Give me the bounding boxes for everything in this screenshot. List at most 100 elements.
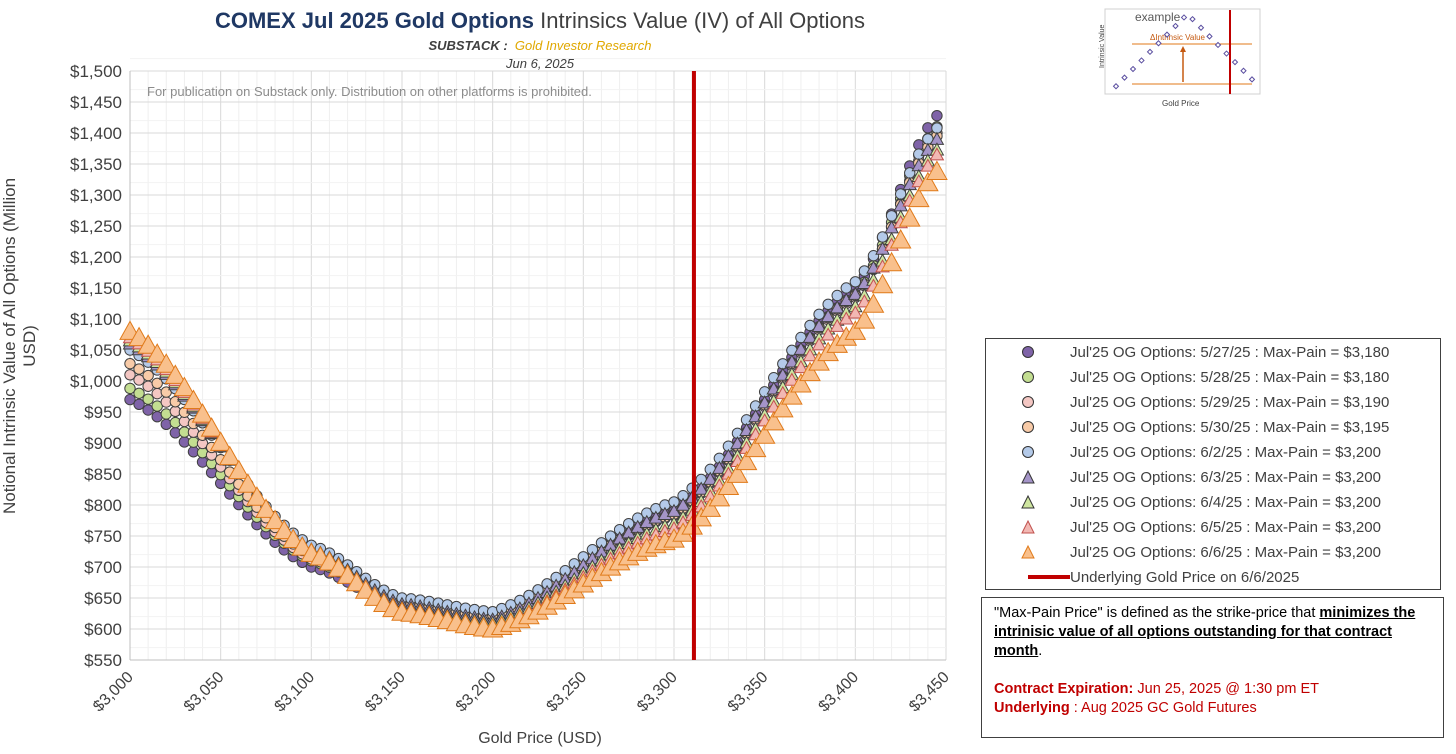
y-tick-label: $1,350: [70, 155, 122, 174]
y-axis-label: Notional Intrinsic Value of All Options …: [0, 177, 39, 515]
data-point: [907, 187, 930, 208]
y-tick-label: $950: [84, 403, 122, 422]
note-underlying-value: : Aug 2025 GC Gold Futures: [1069, 700, 1257, 716]
legend-item: Jul'25 OG Options: 5/29/25 : Max-Pain = …: [986, 390, 1389, 414]
legend-label: Jul'25 OG Options: 5/28/25 : Max-Pain = …: [1070, 368, 1390, 386]
data-point: [128, 326, 150, 347]
chart-subtitle: SUBSTACK : Gold Investor Research: [130, 38, 950, 53]
inset-point: [1214, 41, 1222, 49]
data-point: [822, 298, 834, 311]
legend-triangle-icon: [986, 494, 1070, 510]
data-point: [146, 343, 169, 363]
data-point: [133, 374, 145, 386]
data-point: [124, 393, 136, 406]
inset-arrow-head: [1180, 46, 1186, 52]
y-axis: $550 $600 $650 $700 $750 $800 $850 $900 $950 $1,0…: [70, 62, 122, 670]
inset-point: [1231, 58, 1239, 66]
data-point: [889, 229, 912, 249]
data-point: [744, 437, 767, 458]
series-9: [119, 160, 948, 638]
data-point: [133, 387, 145, 399]
data-point: [237, 473, 259, 493]
data-point: [345, 571, 368, 592]
data-point: [771, 397, 794, 418]
data-point: [847, 305, 863, 319]
inset-diamonds: [1112, 14, 1256, 90]
data-point: [246, 486, 268, 506]
legend-item: Jul'25 OG Options: 6/2/25 : Max-Pain = $…: [986, 440, 1381, 464]
data-point: [255, 498, 277, 518]
x-tick-label: $3,250: [544, 669, 591, 716]
data-point: [926, 160, 948, 180]
legend-item: Jul'25 OG Options: 6/5/25 : Max-Pain = $…: [986, 515, 1381, 539]
y-tick-label: $650: [84, 589, 122, 608]
legend-label: Jul'25 OG Options: 5/29/25 : Max-Pain = …: [1070, 393, 1390, 411]
legend-circle-icon: [986, 394, 1070, 410]
inset-point: [1146, 48, 1154, 56]
data-point: [781, 385, 803, 405]
chart-title-bold: COMEX Jul 2025 Gold Options: [214, 8, 535, 33]
data-point: [880, 251, 903, 272]
x-tick-label: $3,100: [272, 669, 319, 716]
legend-label: Jul'25 OG Options: 6/3/25 : Max-Pain = $…: [1070, 468, 1381, 486]
data-point: [844, 320, 867, 340]
subtitle-source: Gold Investor Research: [514, 38, 652, 53]
data-point: [717, 475, 740, 496]
data-point: [790, 372, 812, 393]
data-point: [920, 158, 936, 172]
data-point: [282, 528, 305, 549]
note-text-start: "Max-Pain Price" is defined as the strik…: [994, 605, 1320, 621]
data-point: [191, 403, 214, 423]
data-point: [209, 431, 232, 451]
data-point: [829, 318, 845, 332]
inset-point: [1197, 24, 1205, 31]
legend-label: Jul'25 OG Options: 6/5/25 : Max-Pain = $…: [1070, 518, 1381, 536]
data-point: [931, 109, 943, 122]
data-point: [264, 509, 286, 530]
inset-xlabel: Gold Price: [1162, 99, 1200, 108]
legend-item: Jul'25 OG Options: 6/3/25 : Max-Pain = $…: [986, 465, 1381, 489]
note-underlying-label: Underlying: [994, 700, 1070, 716]
inset-point: [1155, 40, 1162, 47]
y-tick-label: $700: [84, 558, 122, 577]
inset-point: [1163, 31, 1171, 38]
chart-title: COMEX Jul 2025 Gold Options Intrinsics V…: [130, 8, 950, 34]
legend-line-icon: [986, 569, 1070, 585]
chart-date: Jun 6, 2025: [506, 56, 574, 71]
data-point: [173, 376, 196, 397]
definition-note: "Max-Pain Price" is defined as the strik…: [981, 597, 1444, 738]
y-tick-label: $600: [84, 620, 122, 639]
data-point: [124, 357, 136, 370]
note-expiry-label: Contract Expiration:: [994, 681, 1134, 697]
data-point: [699, 497, 722, 517]
y-tick-label: $800: [84, 496, 122, 515]
data-point: [799, 361, 821, 382]
x-tick-label: $3,400: [816, 669, 863, 716]
watermark: For publication on Substack only. Distri…: [147, 84, 592, 99]
legend-circle-icon: [986, 444, 1070, 460]
data-point: [831, 289, 843, 302]
data-point: [133, 398, 145, 411]
data-point: [929, 147, 945, 161]
data-point: [762, 410, 785, 431]
inset-point: [1172, 22, 1179, 30]
legend-label: Jul'25 OG Options: 5/27/25 : Max-Pain = …: [1070, 343, 1390, 361]
data-point: [133, 363, 145, 375]
y-tick-label: $1,250: [70, 217, 122, 236]
inset-point: [1248, 76, 1256, 83]
legend-item: Underlying Gold Price on 6/6/2025: [986, 565, 1299, 589]
legend-circle-icon: [986, 344, 1070, 360]
data-point: [820, 327, 836, 341]
data-point: [124, 369, 136, 381]
y-tick-label: $1,400: [70, 124, 122, 143]
data-point: [802, 348, 818, 362]
data-point: [898, 207, 921, 227]
x-tick-label: $3,000: [90, 669, 137, 716]
legend-item: Jul'25 OG Options: 5/28/25 : Max-Pain = …: [986, 365, 1389, 389]
legend-label: Jul'25 OG Options: 6/6/25 : Max-Pain = $…: [1070, 543, 1381, 561]
y-tick-label: $850: [84, 465, 122, 484]
x-tick-label: $3,050: [181, 669, 228, 716]
legend-item: Jul'25 OG Options: 5/27/25 : Max-Pain = …: [986, 340, 1389, 364]
data-point: [793, 359, 809, 374]
